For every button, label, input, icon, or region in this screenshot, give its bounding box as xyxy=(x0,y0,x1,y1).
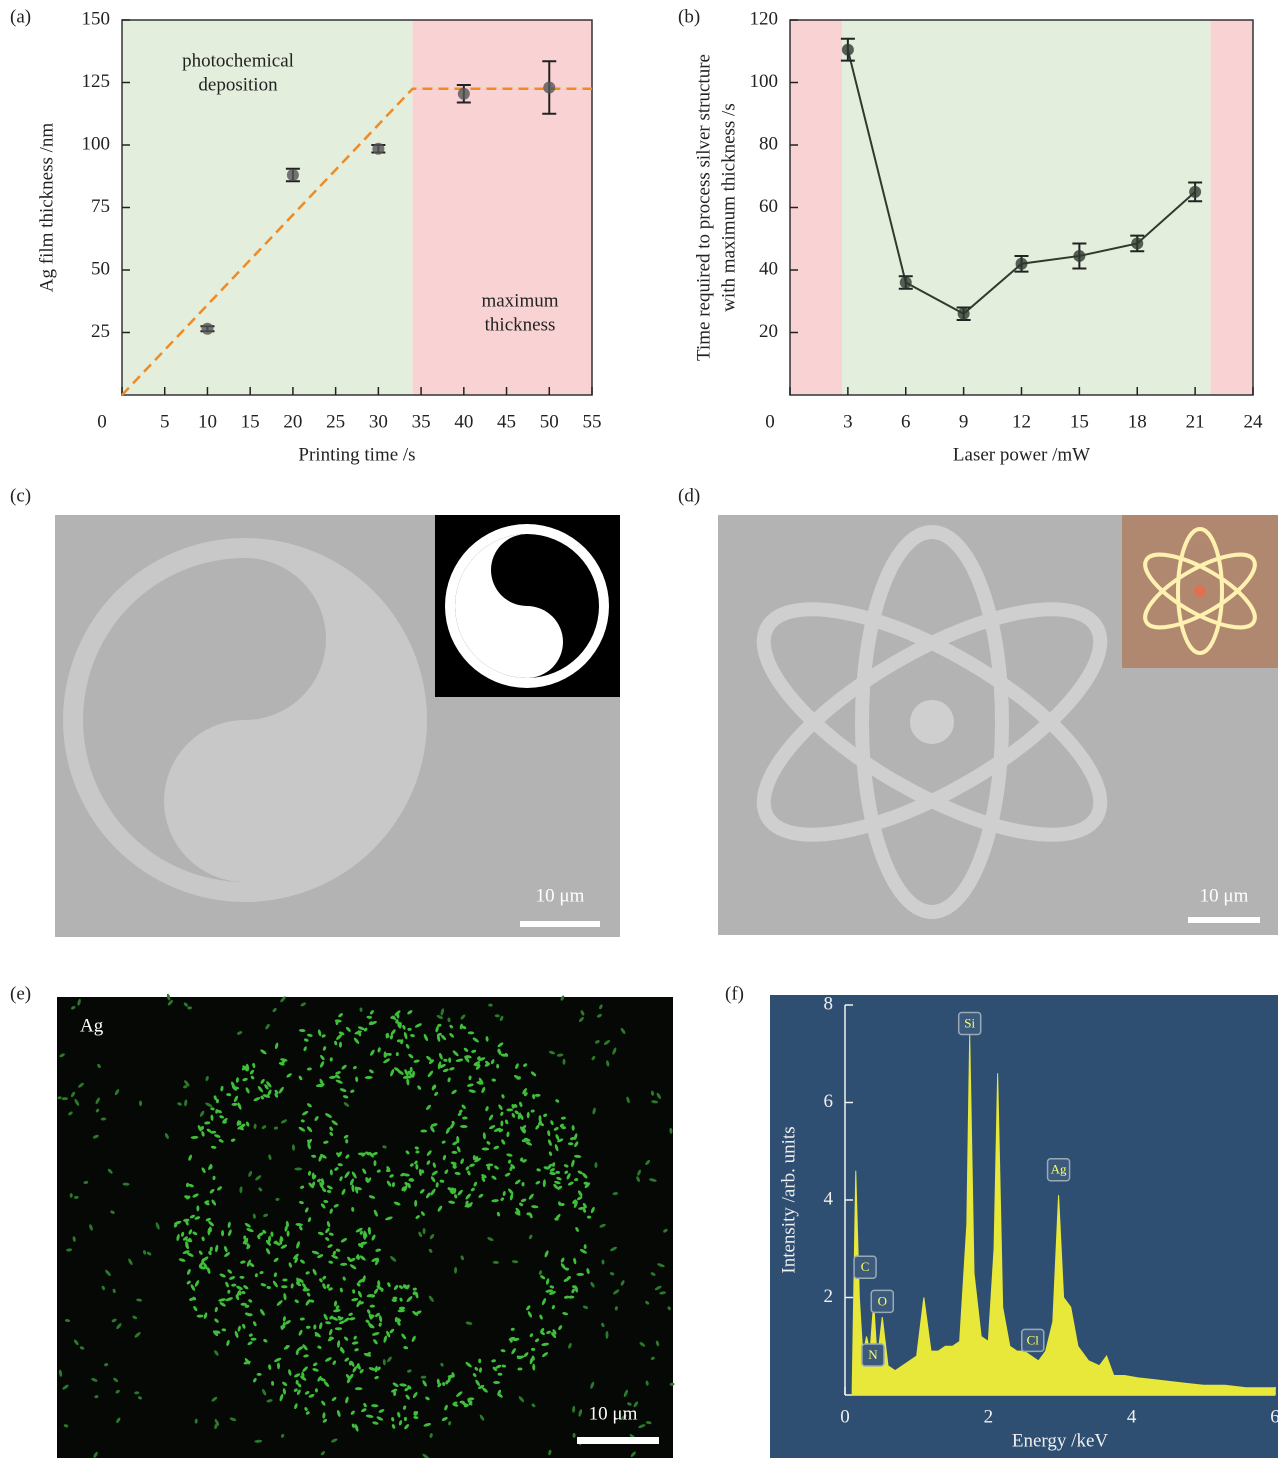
data-point xyxy=(842,44,854,56)
x-tick-label: 45 xyxy=(497,411,516,432)
y-tick-label: 100 xyxy=(750,71,779,92)
x-tick-label: 25 xyxy=(326,411,345,432)
y-tick-label: 40 xyxy=(759,258,778,279)
sem-image-d: 10 μm xyxy=(718,515,1278,935)
region-label: deposition xyxy=(198,74,278,95)
map-dot xyxy=(576,1273,584,1276)
x-tick-label: 21 xyxy=(1186,411,1205,432)
peak-label: N xyxy=(868,1347,878,1362)
data-point xyxy=(287,169,299,181)
y-tick-label: 150 xyxy=(82,8,111,29)
region-label: thickness xyxy=(485,314,556,335)
scale-bar-label: 10 μm xyxy=(589,1403,638,1424)
panel-label: (a) xyxy=(10,6,31,27)
x-tick-label: 6 xyxy=(1270,1406,1278,1427)
x-tick-label: 40 xyxy=(454,411,473,432)
panel-label: (b) xyxy=(678,6,700,27)
x-tick-label: 20 xyxy=(283,411,302,432)
y-axis-label: Ag film thickness /nm xyxy=(36,123,57,293)
x-axis-label: Laser power /mW xyxy=(953,444,1090,465)
data-point xyxy=(372,143,384,155)
x-tick-label: 3 xyxy=(843,411,853,432)
region xyxy=(413,20,592,395)
x-tick-label: 12 xyxy=(1012,411,1031,432)
y-axis-label: Intensity /arb. units xyxy=(778,1126,799,1273)
data-point xyxy=(543,82,555,94)
peak-label: Ag xyxy=(1051,1162,1067,1177)
y-tick-label: 6 xyxy=(824,1091,834,1112)
map-dot xyxy=(277,1363,280,1370)
x-tick-label: 0 xyxy=(840,1406,850,1427)
data-point xyxy=(1131,237,1143,249)
x-tick-label: 4 xyxy=(1127,1406,1137,1427)
x-tick-label: 2 xyxy=(984,1406,994,1427)
map-dot xyxy=(605,1331,608,1339)
panel-label: (d) xyxy=(678,485,700,506)
x-tick-label: 18 xyxy=(1128,411,1147,432)
x-tick-label: 15 xyxy=(1070,411,1089,432)
x-tick-label: 5 xyxy=(160,411,170,432)
x-tick-label: 55 xyxy=(583,411,602,432)
map-dot xyxy=(399,1307,405,1310)
y-axis-label: with maximum thickness /s xyxy=(718,103,739,311)
data-point xyxy=(458,88,470,100)
region xyxy=(842,20,1210,395)
map-dot xyxy=(279,1237,282,1245)
figure: 10 μm 10 μm Ag 10 μm (c) (d) (e) (a) phot… xyxy=(0,0,1278,1458)
panel-label: (f) xyxy=(725,983,744,1004)
panel-label: (c) xyxy=(10,485,31,506)
data-point xyxy=(900,277,912,289)
y-tick-label: 125 xyxy=(82,71,111,92)
y-tick-label: 4 xyxy=(824,1188,834,1209)
x-axis-label: Printing time /s xyxy=(298,444,415,465)
y-tick-label: 120 xyxy=(750,8,779,29)
x-tick-label: 0 xyxy=(97,411,107,432)
data-point xyxy=(958,308,970,320)
data-point xyxy=(201,323,213,335)
y-tick-label: 100 xyxy=(82,133,111,154)
peak-label: Si xyxy=(964,1015,975,1030)
eds-map-e xyxy=(57,993,675,1458)
scale-bar-label: 10 μm xyxy=(536,885,585,906)
x-tick-label: 50 xyxy=(540,411,559,432)
map-dot xyxy=(251,1338,257,1341)
y-tick-label: 25 xyxy=(91,321,110,342)
x-tick-label: 6 xyxy=(901,411,911,432)
peak-label: Cl xyxy=(1027,1332,1040,1347)
y-axis-label: Time required to process silver structur… xyxy=(693,54,714,361)
data-point xyxy=(1016,258,1028,270)
x-tick-label: 10 xyxy=(198,411,217,432)
region xyxy=(1211,20,1253,395)
map-dot xyxy=(221,1230,224,1236)
data-point xyxy=(1073,250,1085,262)
x-tick-label: 0 xyxy=(765,411,775,432)
y-tick-label: 75 xyxy=(91,196,110,217)
y-tick-label: 80 xyxy=(759,133,778,154)
panel-label: (e) xyxy=(10,983,31,1004)
region-label: maximum xyxy=(481,290,558,311)
x-tick-label: 9 xyxy=(959,411,969,432)
y-tick-label: 60 xyxy=(759,196,778,217)
map-dot xyxy=(587,1216,591,1219)
y-tick-label: 8 xyxy=(824,993,834,1014)
y-tick-label: 2 xyxy=(824,1286,834,1307)
y-tick-label: 20 xyxy=(759,321,778,342)
x-tick-label: 30 xyxy=(369,411,388,432)
data-point xyxy=(1189,186,1201,198)
x-tick-label: 15 xyxy=(241,411,260,432)
y-tick-label: 50 xyxy=(91,258,110,279)
region-label: photochemical xyxy=(182,50,294,71)
x-tick-label: 24 xyxy=(1244,411,1264,432)
element-label: Ag xyxy=(80,1015,104,1036)
scale-bar-label: 10 μm xyxy=(1200,885,1249,906)
x-tick-label: 35 xyxy=(412,411,431,432)
peak-label: O xyxy=(878,1293,887,1308)
map-dot xyxy=(355,1387,363,1390)
x-axis-label: Energy /keV xyxy=(1012,1430,1108,1451)
sem-image-c: 10 μm xyxy=(55,515,620,937)
peak-label: C xyxy=(861,1259,870,1274)
